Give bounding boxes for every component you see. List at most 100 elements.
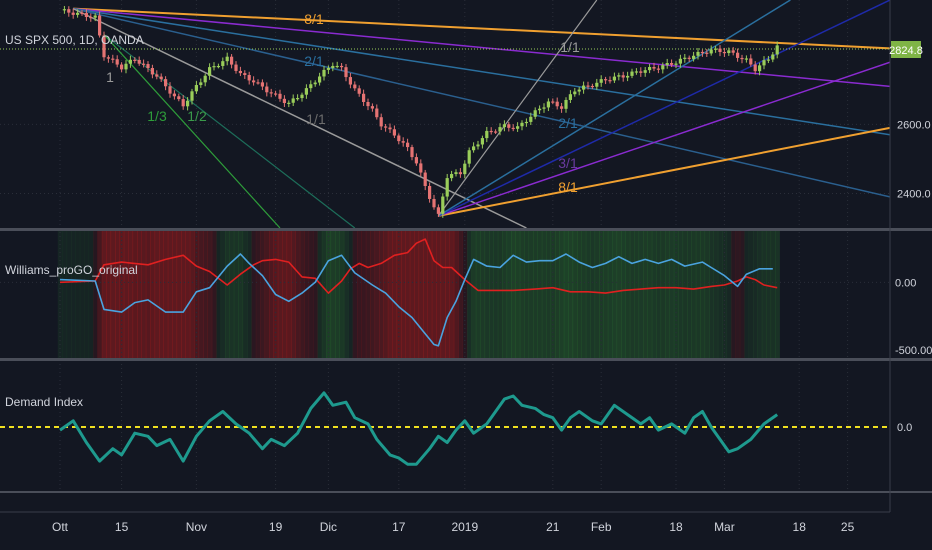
oscillator-shade-band [603,231,609,358]
time-tick-label: 19 [269,520,283,534]
candle-up [76,12,80,15]
pane-separator-1[interactable] [0,228,932,231]
candle-up [678,58,682,64]
oscillator-shade-band [361,231,367,358]
oscillator-title[interactable]: Williams_proGO_original [5,263,138,277]
candle-up [194,85,198,92]
candle-down [401,141,405,143]
oscillator-shade-band [88,231,94,358]
oscillator-shade-band [189,231,195,358]
oscillator-shade-band [453,231,459,358]
oscillator-shading [57,231,780,358]
candle-up [485,130,489,139]
candle-down [489,130,493,133]
candle-down [375,108,379,118]
oscillator-shade-band [458,231,464,358]
williams-lines[interactable] [59,238,778,347]
grid [0,0,890,491]
price-candles[interactable] [62,5,779,218]
oscillator-shade-band [546,231,552,358]
oscillator-shade-band [343,231,349,358]
pane-separator-2[interactable] [0,358,932,361]
pane-separator-3 [0,491,932,493]
oscillator-shade-band [770,231,776,358]
oscillator-shade-band [128,231,134,358]
fan-line-bottom-8-1 [438,126,891,217]
demand-index-series [59,391,779,466]
candle-up [762,60,766,66]
oscillator-shade-band [260,231,266,358]
candle-down [247,75,251,81]
last-price-tag: 2824.8 [889,41,923,58]
oscillator-shade-band [753,231,758,358]
candle-up [199,82,203,86]
main-chart-title[interactable]: US SPX 500, 1D, OANDA [5,33,144,47]
candle-down [155,74,159,77]
oscillator-shade-band [489,231,494,358]
candle-down [656,68,660,70]
oscillator-shade-band [462,231,468,358]
candle-up [674,63,678,65]
candle-up [630,71,634,76]
time-tick-label: Nov [186,520,207,534]
time-tick-label: 17 [392,520,406,534]
oscillator-shade-band [511,231,516,358]
oscillator-shade-band [497,231,503,358]
oscillator-shade-band [198,231,204,358]
oscillator-shade-band [449,231,455,358]
candle-down [511,127,515,130]
candle-down [507,124,511,128]
fan-line-bottom-2-1 [438,0,791,217]
price-axis[interactable]: 2600.0 2400.0 0.00 -500.00 0.0 [895,119,932,434]
candle-up [208,67,212,76]
oscillator-shade-band [656,231,662,358]
oscillator-shade-band [203,231,208,358]
candle-down [133,59,137,61]
candle-down [159,76,163,80]
demand-index-title[interactable]: Demand Index [5,395,83,409]
candle-down [115,59,119,65]
time-axis[interactable]: Ott 15 Nov 19 Dic 17 2019 21 Feb 18 Mar 18 25 [52,520,855,534]
oscillator-shade-band [181,231,186,358]
candle-down [256,82,260,84]
fan-label: 1/1 [306,111,326,127]
candle-down [357,88,361,94]
fan-line-top-1-2 [103,34,356,229]
price-tick-label: 2600.0 [897,119,931,131]
oscillator-shade-band [154,231,160,358]
oscillator-shade-band [445,231,450,358]
candle-up [287,102,291,104]
candle-down [164,79,168,87]
candle-down [736,52,740,58]
candle-down [238,70,242,74]
oscillator-shade-band [387,231,393,358]
oscillator-shade-band [726,231,732,358]
williams-red-line [59,238,778,294]
candle-down [423,172,427,186]
oscillator-shade-band [132,231,138,358]
fan-line-top-blue [73,7,891,198]
gann-fan-lines[interactable] [72,0,891,229]
candle-up [692,55,696,59]
candle-down [740,57,744,60]
candle-up [648,67,652,71]
candle-up [318,76,322,83]
oscillator-shade-band [317,231,323,358]
candle-down [397,135,401,142]
candle-up [454,172,458,175]
fan-label: 1/2 [187,108,207,124]
oscillator-shade-band [163,231,169,358]
oscillator-shade-band [678,231,684,358]
candle-down [428,185,432,199]
oscillator-shade-band [62,231,68,358]
oscillator-shade-band [75,231,81,358]
candle-up [516,126,520,129]
oscillator-shade-band [735,231,741,358]
candle-down [80,12,84,14]
candle-up [533,110,537,117]
oscillator-shade-band [313,231,318,358]
time-tick-label: Dic [320,520,337,534]
time-tick-label: Feb [591,520,612,534]
demand-index-line[interactable] [59,391,779,466]
